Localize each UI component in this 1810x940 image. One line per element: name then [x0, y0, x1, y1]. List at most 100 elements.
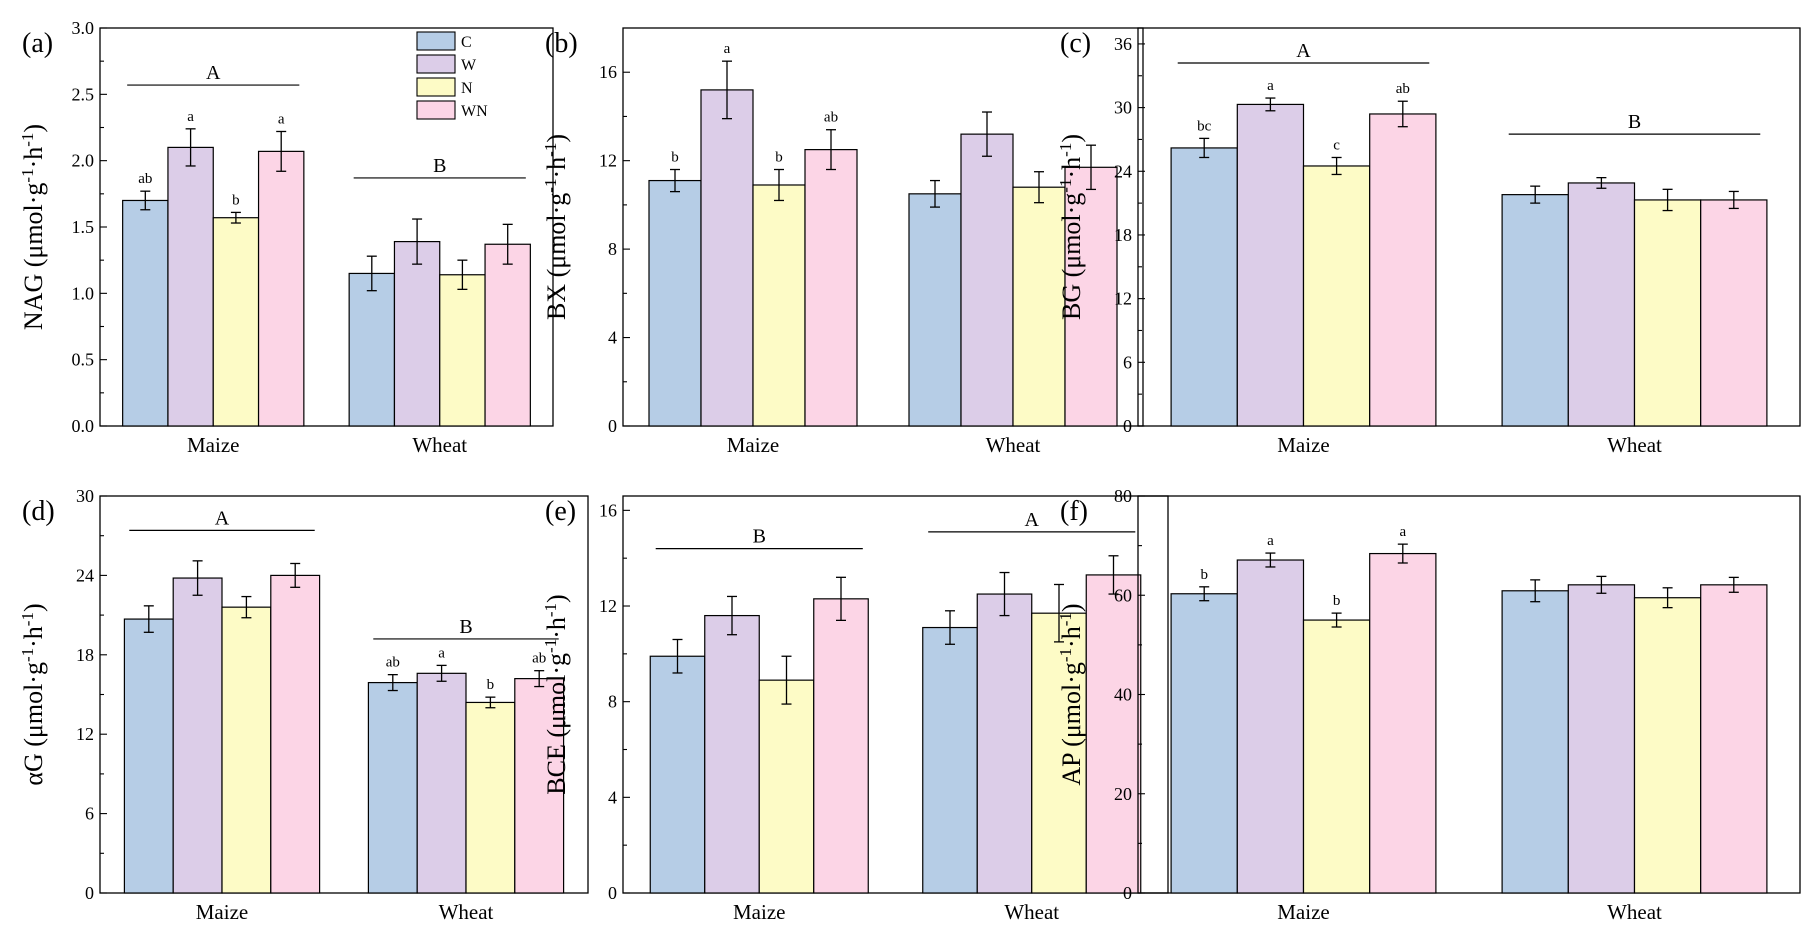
- bar-WN-wheat: [1700, 584, 1768, 894]
- y-axis-label-sup2: -1: [1056, 143, 1075, 157]
- x-tick-label-wheat: Wheat: [1607, 900, 1662, 924]
- bar-W-maize: [1236, 559, 1305, 894]
- y-tick-label: 24: [76, 565, 94, 585]
- x-tick-label-wheat: Wheat: [1004, 900, 1059, 924]
- legend-label-N: N: [461, 80, 473, 97]
- bar-C-maize: [649, 655, 706, 894]
- y-axis-label-sup: -1: [541, 179, 560, 193]
- y-axis-label-sup2: -1: [18, 133, 37, 147]
- sig-letter: b: [671, 150, 679, 166]
- x-tick-label-wheat: Wheat: [439, 900, 494, 924]
- bar-N-maize: [212, 217, 260, 427]
- plot-frame: [1137, 27, 1801, 427]
- y-axis-label-sup2: -1: [541, 143, 560, 157]
- y-tick-label: 36: [1114, 34, 1132, 54]
- y-tick-label: 12: [599, 151, 617, 171]
- group-sig-label: B: [753, 526, 766, 548]
- y-tick-label: 1.5: [72, 217, 95, 237]
- y-axis-label-sup2: -1: [541, 603, 560, 617]
- y-tick-label: 8: [608, 692, 617, 712]
- bar-C-wheat: [367, 681, 418, 894]
- y-tick-label: 0: [1123, 883, 1132, 903]
- plot-frame: [622, 27, 1144, 427]
- y-axis-label-mid: ·h: [542, 617, 571, 639]
- y-tick-label: 0: [85, 883, 94, 903]
- y-tick-label: 0: [1123, 416, 1132, 436]
- bar-N-wheat: [1012, 186, 1066, 427]
- bar-N-wheat: [1633, 597, 1702, 894]
- legend-label-WN: WN: [461, 103, 488, 120]
- panel-label: (a): [22, 28, 53, 59]
- group-sig-label: A: [1296, 40, 1311, 62]
- bar-C-maize: [1170, 147, 1238, 427]
- legend-label-W: W: [461, 57, 477, 74]
- bar-W-wheat: [976, 593, 1033, 894]
- panel-c: 0 6 12 18 24 30 36 Maize bc a c ab Wheat A B (c) BG (μmo…: [1056, 27, 1801, 457]
- y-axis-label-main: NAG (μmol·g: [19, 183, 48, 331]
- bar-C-maize: [123, 618, 174, 894]
- panel-a: 0.00.51.01.52.02.53.0MaizeababaWheatAB(a…: [18, 18, 554, 457]
- y-tick-label: 12: [1114, 289, 1132, 309]
- panel-label: (d): [22, 496, 55, 527]
- y-tick-label: 12: [76, 724, 94, 744]
- panel-label: (c): [1060, 28, 1091, 59]
- y-tick-label: 0.0: [72, 416, 95, 436]
- bar-C-maize: [648, 179, 702, 427]
- y-tick-label: 16: [599, 62, 617, 82]
- sig-letter: b: [775, 150, 783, 166]
- group-sig-label: A: [215, 507, 230, 529]
- x-tick-label-maize: Maize: [727, 433, 779, 457]
- y-tick-label: 24: [1114, 161, 1132, 181]
- bar-W-maize: [172, 577, 223, 894]
- sig-letter: ab: [386, 655, 400, 671]
- bar-W-wheat: [960, 133, 1014, 427]
- bar-W-wheat: [1567, 182, 1636, 427]
- sig-letter: ab: [532, 651, 546, 667]
- y-axis-label-mid: ·h: [1057, 157, 1086, 179]
- y-tick-label: 8: [608, 239, 617, 259]
- x-tick-label-maize: Maize: [196, 900, 248, 924]
- sig-letter: a: [1399, 524, 1406, 540]
- panel-label: (f): [1060, 496, 1088, 527]
- sig-letter: ab: [1396, 81, 1410, 97]
- bar-N-wheat: [1031, 612, 1087, 894]
- y-axis-label-sup: -1: [541, 639, 560, 653]
- y-tick-label: 2.5: [72, 84, 95, 104]
- y-tick-label: 6: [85, 804, 94, 824]
- y-axis-label-mid: ·h: [19, 626, 48, 648]
- y-axis-label-main: BCE (μmol·g: [542, 653, 571, 795]
- sig-letter: bc: [1197, 118, 1212, 134]
- sig-letter: b: [1200, 567, 1208, 583]
- group-sig-label: B: [459, 616, 472, 638]
- y-tick-label: 30: [1114, 98, 1132, 118]
- bar-WN-maize: [813, 598, 869, 894]
- y-axis-label-main: αG (μmol·g: [19, 662, 48, 786]
- legend-label-C: C: [461, 34, 472, 51]
- y-tick-label: 30: [76, 486, 94, 506]
- bar-N-wheat: [465, 701, 516, 894]
- bar-WN-maize: [1369, 552, 1437, 894]
- y-axis-label: NAG (μmol·g-1·h-1): [18, 124, 49, 330]
- y-tick-label: 12: [599, 596, 617, 616]
- y-tick-label: 0.5: [72, 350, 95, 370]
- bar-WN-maize: [1369, 113, 1437, 427]
- y-axis-label-end: ): [542, 594, 571, 603]
- sig-letter: a: [187, 109, 194, 125]
- sig-letter: a: [1267, 533, 1274, 549]
- bar-W-wheat: [1567, 584, 1636, 894]
- x-tick-label-wheat: Wheat: [1607, 433, 1662, 457]
- panel-label: (b): [545, 28, 578, 59]
- plot-frame: [622, 495, 1169, 894]
- bar-WN-maize: [804, 149, 858, 427]
- y-axis-label: αG (μmol·g-1·h-1): [18, 603, 49, 785]
- bar-W-maize: [1236, 103, 1305, 427]
- y-axis-label: AP (μmol·g-1·h-1): [1056, 603, 1087, 785]
- y-axis-label-end: ): [19, 124, 48, 133]
- bar-W-wheat: [393, 240, 441, 427]
- y-axis-label-sup: -1: [18, 648, 37, 662]
- bar-C-wheat: [1501, 590, 1569, 894]
- bar-WN-wheat: [1064, 166, 1118, 427]
- sig-letter: a: [438, 645, 445, 661]
- x-tick-label-maize: Maize: [187, 433, 239, 457]
